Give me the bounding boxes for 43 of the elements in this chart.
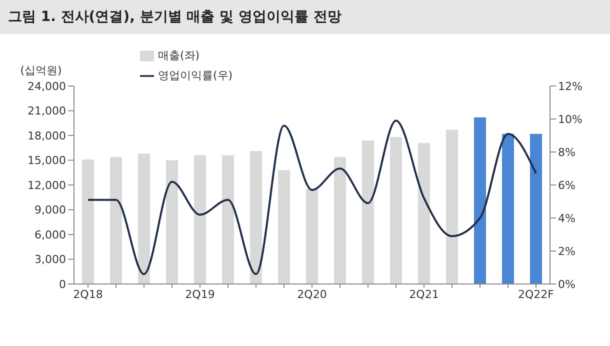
bar (530, 134, 542, 284)
y-tick-label: 9,000 (34, 204, 66, 217)
bar (138, 154, 150, 284)
bar (110, 156, 122, 284)
x-tick-label: 2Q18 (73, 288, 103, 301)
y-tick-label: 24,000 (28, 80, 66, 93)
x-tick-label: 2Q21 (409, 288, 439, 301)
y-tick-label: 18,000 (28, 129, 66, 142)
y-axis-title: (십억원) (20, 64, 62, 77)
legend-label: 영업이익률(우) (158, 69, 233, 82)
chart-title: 그림 1. 전사(연결), 분기별 매출 및 영업이익률 전망 (0, 0, 610, 34)
y2-tick-label: 10% (558, 112, 582, 126)
y-tick-label: 15,000 (28, 154, 66, 168)
bar (362, 140, 374, 284)
x-tick-label: 2Q22F (518, 288, 554, 301)
bar (278, 170, 290, 284)
bar (334, 156, 346, 284)
y2-tick-label: 12% (558, 80, 582, 93)
bar (250, 151, 262, 284)
bar (446, 130, 458, 284)
y2-tick-label: 0% (558, 278, 576, 291)
bar (306, 189, 318, 284)
bar (194, 155, 206, 284)
x-tick-label: 2Q19 (185, 288, 215, 301)
bar (390, 137, 402, 284)
y2-tick-label: 4% (558, 212, 576, 225)
bar (418, 142, 430, 284)
y-tick-label: 12,000 (28, 178, 66, 192)
y2-tick-label: 6% (558, 178, 576, 192)
bar (502, 134, 514, 284)
line-series (87, 120, 537, 276)
y-tick-label: 0 (59, 278, 66, 291)
bar (82, 159, 94, 284)
bar (166, 160, 178, 284)
y2-tick-label: 2% (558, 244, 576, 258)
y-tick-label: 21,000 (28, 104, 66, 118)
legend-label: 매출(좌) (158, 49, 200, 62)
bar (222, 155, 234, 284)
bar (474, 117, 486, 284)
y2-tick-label: 8% (558, 146, 576, 159)
y-tick-label: 6,000 (34, 228, 66, 242)
x-tick-label: 2Q20 (297, 288, 327, 301)
y-tick-label: 3,000 (34, 253, 66, 266)
